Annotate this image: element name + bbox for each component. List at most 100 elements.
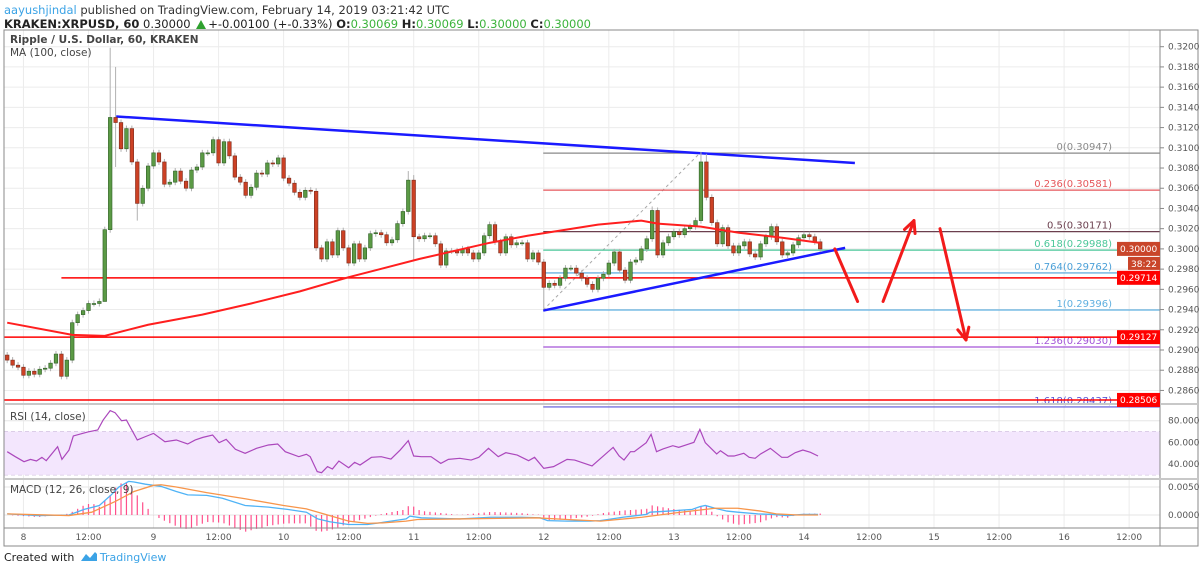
indicators: [6, 219, 821, 532]
candle-body-up: [194, 166, 200, 171]
price-tag-label: 0.29714: [1120, 274, 1157, 284]
candle: [146, 162, 151, 192]
candle: [162, 158, 167, 188]
candle: [671, 228, 676, 240]
candle-body-up: [563, 267, 568, 279]
time-axis-label: 12:00: [1116, 533, 1142, 543]
tradingview-brand[interactable]: TradingView: [99, 551, 167, 564]
candle: [579, 270, 584, 282]
fib-level-label: 0.236(0.30581): [1034, 179, 1112, 190]
candle: [276, 154, 281, 168]
candle-body-up: [324, 241, 330, 260]
candle: [606, 260, 611, 278]
candle-body-down: [227, 141, 232, 157]
candle: [37, 366, 42, 378]
candle: [319, 244, 324, 263]
candle: [525, 239, 530, 263]
candle-body-up: [530, 252, 536, 260]
candle: [189, 167, 194, 192]
candle-body-up: [785, 252, 790, 256]
candle-body-up: [249, 186, 254, 196]
candle-body-down: [297, 191, 302, 198]
candle-body-down: [10, 359, 15, 366]
candle: [43, 365, 48, 373]
candle-body-up: [189, 169, 194, 189]
candle: [243, 179, 248, 199]
candle-body-up: [221, 141, 227, 164]
candle-body-up: [146, 165, 151, 189]
candle: [715, 219, 720, 247]
candle: [194, 163, 200, 174]
candle-body-down: [677, 231, 682, 236]
signal-line: [7, 484, 819, 525]
candle: [91, 300, 97, 307]
candle-body-down: [492, 224, 498, 243]
candle: [53, 351, 59, 367]
candle-body-down: [725, 227, 731, 247]
publish-info: aayushjindal published on TradingView.co…: [4, 3, 449, 17]
close-value: 0.30000: [543, 17, 591, 31]
high-value: 0.30069: [416, 17, 464, 31]
candle-body-down: [780, 241, 785, 256]
main-legend: Ripple / U.S. Dollar, 60, KRAKEN: [10, 34, 199, 46]
candle-body-up: [660, 242, 666, 256]
time-axis-label: 12:00: [986, 533, 1012, 543]
candle-body-up: [167, 181, 172, 185]
trendline-upper: [116, 115, 855, 165]
candle: [444, 247, 449, 269]
candle-body-up: [742, 241, 747, 247]
candle-body-down: [384, 234, 389, 244]
candle: [568, 265, 573, 272]
rsi-band: [4, 431, 1160, 475]
candle-body-up: [254, 172, 259, 188]
candle: [590, 281, 595, 293]
candle: [774, 223, 779, 245]
trendline-lower: [542, 246, 846, 312]
candle: [292, 180, 297, 196]
candle-body-up: [303, 189, 308, 198]
candle-body-down: [709, 197, 714, 223]
candle: [124, 125, 129, 152]
candle-body-down: [774, 226, 779, 243]
time-axis-label: 8: [21, 533, 27, 543]
candle-body-down: [579, 272, 584, 279]
tradingview-logo-icon: [80, 552, 97, 561]
candle-body-up: [351, 243, 357, 264]
candle: [297, 189, 302, 201]
price-tag-label: 0.30000: [1120, 245, 1157, 255]
candle: [211, 136, 216, 156]
price-axis-label: 0.28600: [1168, 386, 1200, 396]
author-link[interactable]: aayushjindal: [4, 3, 77, 17]
candle-body-down: [411, 179, 416, 238]
candle-body-down: [341, 230, 346, 249]
candle: [384, 231, 389, 246]
candle-body-down: [319, 247, 324, 260]
candle-body-down: [59, 353, 64, 377]
candle: [731, 242, 736, 256]
candle-body-up: [769, 226, 774, 238]
candle: [736, 242, 741, 256]
fib-level-label: 1(0.29396): [1056, 299, 1112, 310]
candle-body-down: [379, 232, 384, 236]
candle: [655, 207, 660, 258]
candle-body-down: [178, 170, 183, 182]
candle-body-down: [21, 366, 26, 376]
candle: [265, 159, 270, 178]
candle: [422, 232, 427, 242]
candle: [530, 249, 536, 263]
candle-body-down: [162, 161, 167, 185]
candle: [80, 307, 86, 318]
candle: [32, 368, 37, 378]
candle-body-up: [151, 152, 156, 167]
arrow-head-icon: [964, 325, 971, 342]
candle-body-up: [790, 244, 796, 254]
high-label: H:: [401, 17, 417, 31]
candle-body-up: [37, 368, 42, 375]
candle-body-down: [216, 139, 221, 164]
candle-body-down: [498, 241, 503, 254]
candle-body-up: [80, 310, 86, 315]
candle-body-down: [471, 252, 476, 260]
macd-axis-label: 0.0000: [1168, 511, 1200, 521]
close-label: C:: [530, 17, 544, 31]
